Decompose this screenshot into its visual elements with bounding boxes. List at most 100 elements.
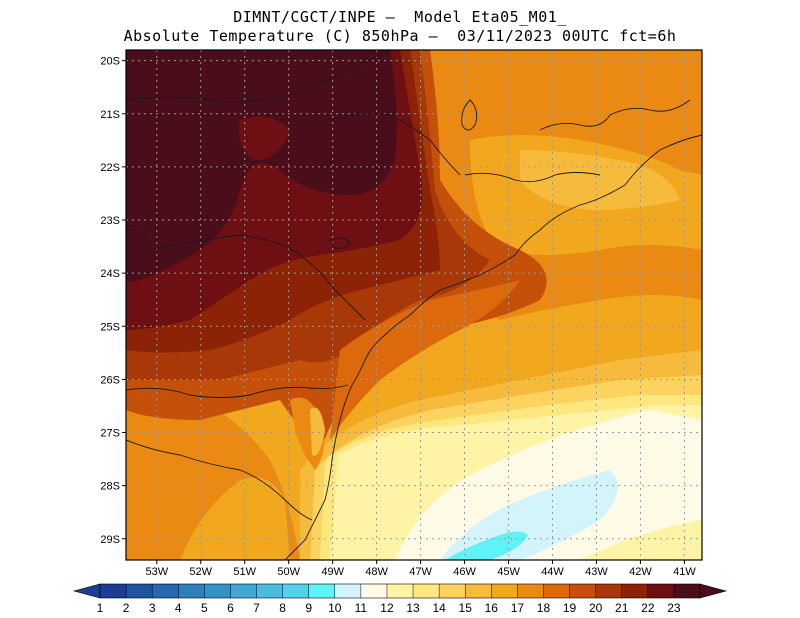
colorbar-swatch — [595, 584, 623, 598]
field-ne-hot — [640, 50, 702, 104]
border-rj-mg — [464, 172, 601, 183]
field-core-22b — [239, 116, 290, 160]
colorbar-swatch — [517, 584, 544, 598]
colorbar-label: 5 — [201, 601, 208, 615]
latitude-labels: 20S 21S 22S 23S 24S 25S 26S 27S 28S 29S — [100, 56, 126, 546]
lon-label: 47W — [409, 566, 432, 578]
temperature-field — [126, 50, 702, 560]
lat-label: 20S — [100, 56, 120, 68]
lon-label: 41W — [673, 566, 696, 578]
border-pr-sc — [126, 384, 349, 398]
colorbar-arrow-high — [699, 583, 728, 599]
colorbar-swatch — [465, 584, 492, 598]
colorbar-swatch — [360, 584, 388, 598]
border-sp-pr — [149, 234, 366, 321]
lon-label: 48W — [365, 566, 388, 578]
colorbar-arrow-low — [72, 583, 101, 599]
lon-label: 44W — [541, 566, 564, 578]
colorbar: 1 2 3 4 5 6 7 8 9 10 11 12 13 14 15 16 17 18 19 20 21 22 23 — [72, 583, 728, 615]
colorbar-label: 15 — [459, 601, 473, 615]
lat-label: 23S — [100, 215, 120, 227]
colorbar-label: 1 — [97, 601, 104, 615]
graticule — [126, 50, 702, 560]
lat-label: 25S — [100, 321, 120, 333]
colorbar-label: 22 — [641, 601, 655, 615]
border-mg-es — [539, 99, 691, 131]
lat-label: 24S — [100, 268, 120, 280]
colorbar-label: 19 — [563, 601, 577, 615]
border-ms-sp — [126, 228, 151, 251]
colorbar-label: 9 — [305, 601, 312, 615]
colorbar-swatch — [569, 584, 597, 598]
colorbar-label: 20 — [589, 601, 603, 615]
field-band-11 — [395, 410, 702, 560]
lon-label: 43W — [585, 566, 608, 578]
field-band-10 — [440, 470, 618, 560]
colorbar-swatch — [673, 584, 701, 598]
colorbar-swatch — [308, 584, 336, 598]
colorbar-swatch — [647, 584, 675, 598]
colorbar-swatch — [126, 584, 153, 598]
lat-label: 29S — [100, 534, 120, 546]
lat-label: 22S — [100, 162, 120, 174]
colorbar-swatch — [543, 584, 571, 598]
colorbar-outline — [99, 583, 701, 599]
colorbar-label: 16 — [485, 601, 499, 615]
field-core-23 — [126, 50, 397, 282]
field-sw-16 — [180, 477, 290, 560]
field-band-9 — [445, 531, 528, 560]
colorbar-label: 23 — [667, 601, 681, 615]
lon-label: 52W — [189, 566, 212, 578]
lat-label: 27S — [100, 428, 120, 440]
colorbar-swatch — [439, 584, 466, 598]
field-coast-18 — [330, 280, 520, 440]
lagoon — [461, 99, 478, 131]
map-title-line1: DIMNT/CGCT/INPE – Model Eta05_M01_ — [233, 8, 567, 26]
border-sc-rs — [126, 439, 313, 521]
reservoir — [329, 237, 351, 249]
colorbar-swatch — [204, 584, 231, 598]
coastline — [284, 134, 702, 560]
boundaries — [126, 50, 702, 560]
colorbar-swatch — [621, 584, 649, 598]
lon-label: 50W — [277, 566, 300, 578]
lon-label: 42W — [629, 566, 652, 578]
border-go-mg — [126, 50, 391, 103]
colorbar-label: 10 — [328, 601, 342, 615]
colorbar-label: 17 — [511, 601, 525, 615]
longitude-labels: 53W 52W 51W 50W 49W 48W 47W 46W 45W 44W 43W 42W 41W — [145, 560, 696, 578]
colorbar-label: 14 — [432, 601, 446, 615]
colorbar-label: 18 — [537, 601, 551, 615]
colorbar-label: 8 — [279, 601, 286, 615]
lon-label: 46W — [453, 566, 476, 578]
colorbar-swatch — [230, 584, 258, 598]
lat-label: 26S — [100, 374, 120, 386]
field-coast-15 — [310, 407, 325, 456]
colorbar-swatch — [256, 584, 284, 598]
colorbar-label: 2 — [123, 601, 130, 615]
colorbar-swatch — [334, 584, 362, 598]
lat-label: 28S — [100, 481, 120, 493]
colorbar-label: 6 — [227, 601, 234, 615]
colorbar-swatch — [491, 584, 518, 598]
colorbar-label: 4 — [175, 601, 182, 615]
plot-frame — [125, 49, 703, 561]
lon-label: 53W — [145, 566, 168, 578]
colorbar-swatch — [282, 584, 310, 598]
lon-label: 49W — [321, 566, 344, 578]
colorbar-label: 21 — [615, 601, 629, 615]
colorbar-swatch — [152, 584, 179, 598]
colorbar-swatch — [386, 584, 414, 598]
map-title-line2: Absolute Temperature (C) 850hPa – 03/11/… — [123, 27, 677, 45]
colorbar-label: 3 — [149, 601, 156, 615]
lat-label: 21S — [100, 109, 120, 121]
lon-label: 51W — [233, 566, 256, 578]
colorbar-label: 11 — [355, 601, 368, 615]
colorbar-swatch — [100, 584, 127, 598]
colorbar-swatch — [413, 584, 440, 598]
colorbar-swatch — [178, 584, 205, 598]
lon-label: 45W — [497, 566, 520, 578]
colorbar-label: 7 — [253, 601, 260, 615]
border-sp-mg — [329, 112, 461, 176]
colorbar-label: 12 — [380, 601, 394, 615]
